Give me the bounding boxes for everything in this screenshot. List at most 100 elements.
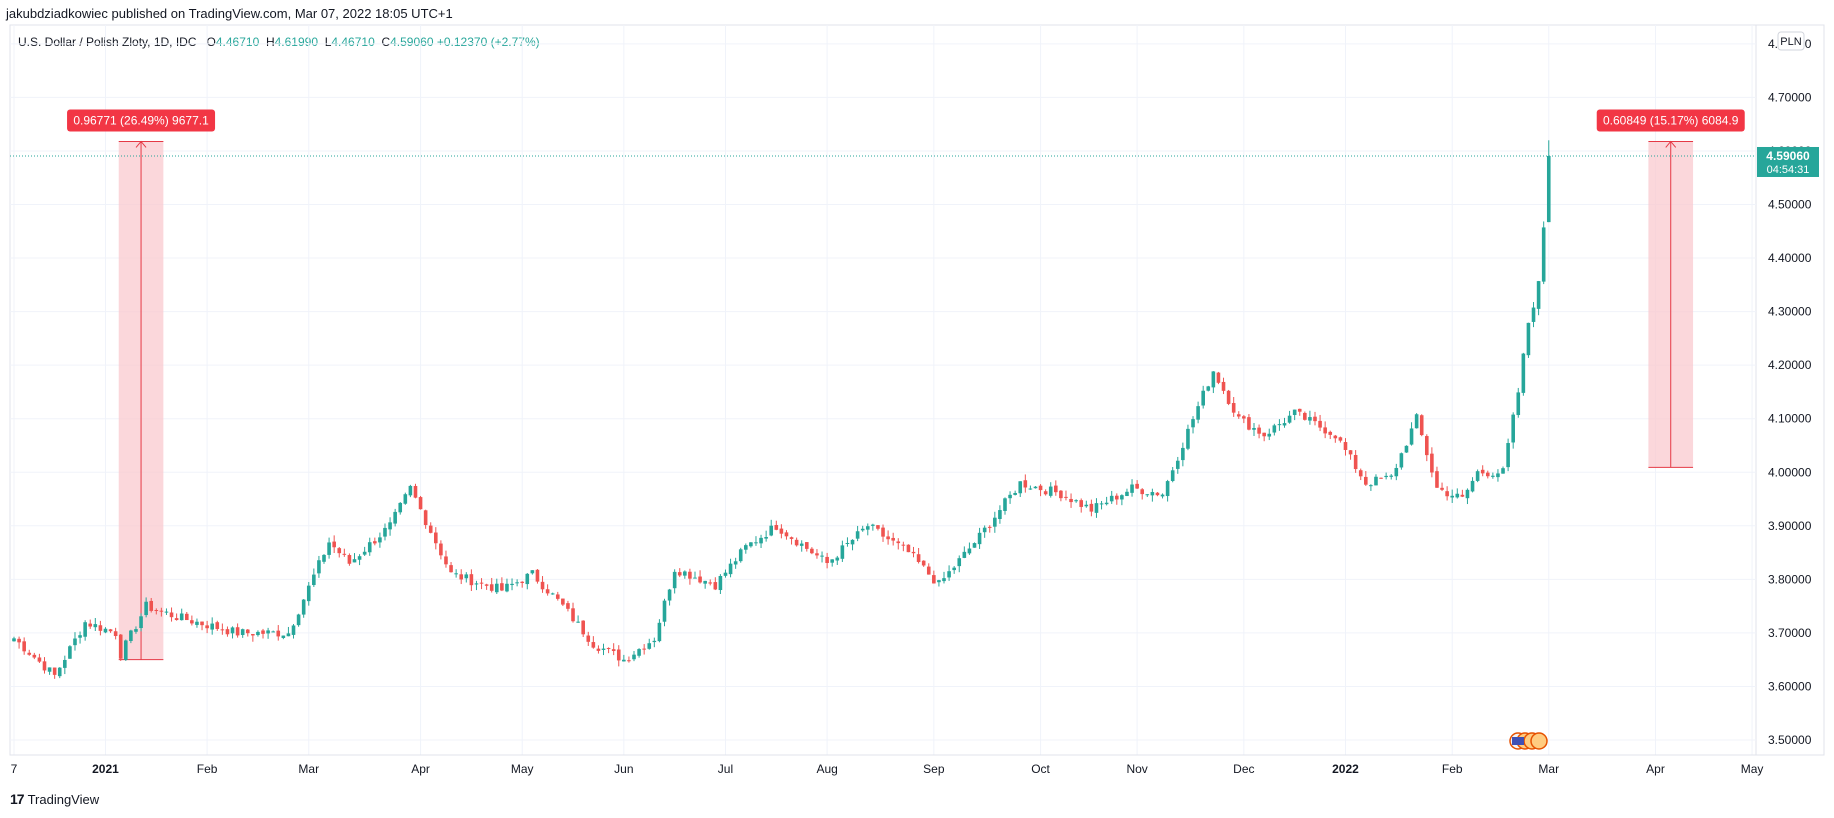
- candle-body: [1201, 390, 1205, 406]
- candle-body: [779, 528, 784, 534]
- candle-body: [1435, 471, 1439, 488]
- candle-body: [657, 622, 662, 642]
- candle-body: [139, 616, 143, 629]
- candle-body: [840, 545, 845, 559]
- candle-body: [744, 545, 748, 550]
- candle-body: [261, 630, 265, 634]
- tradingview-mark-icon: 17: [10, 791, 25, 807]
- candle-body: [622, 659, 626, 662]
- candle-body: [1226, 390, 1231, 404]
- candle-body: [459, 574, 464, 580]
- candle-body: [362, 551, 367, 555]
- candle-body: [576, 621, 580, 623]
- candle-body: [693, 577, 697, 579]
- candle-body: [479, 582, 484, 584]
- candle-body: [1150, 492, 1155, 496]
- candle-body: [32, 654, 37, 658]
- candle-body: [1485, 472, 1490, 477]
- candle-body: [47, 667, 52, 672]
- candle-body: [1242, 416, 1246, 419]
- candle-body: [469, 574, 474, 586]
- candle-body: [494, 583, 499, 593]
- candle-body: [1130, 484, 1134, 493]
- time-tick-label: Feb: [1442, 762, 1463, 776]
- symbol-title: U.S. Dollar / Polish Zloty, 1D, IDC: [18, 35, 197, 49]
- candle-body: [993, 517, 997, 527]
- candle-body: [337, 548, 342, 554]
- price-tick-label: 4.70000: [1768, 90, 1812, 104]
- candle-body: [439, 543, 443, 556]
- candle-body: [1308, 417, 1312, 421]
- economic-events-icon[interactable]: [1509, 732, 1548, 750]
- candle-body: [825, 556, 829, 564]
- candle-body: [698, 576, 702, 583]
- candle-body: [454, 573, 458, 575]
- candle-body: [515, 582, 519, 584]
- candle-body: [184, 613, 189, 621]
- candle-body: [1313, 416, 1317, 422]
- candle-body: [632, 654, 636, 660]
- candle-body: [1084, 504, 1089, 507]
- candle-body: [12, 638, 16, 642]
- time-axis: 7 2021 Feb Mar Apr May Jun Jul Aug Sep Oct Nov Dec 20…: [10, 754, 1824, 776]
- candle-body: [378, 537, 382, 543]
- candle-body: [591, 642, 596, 648]
- candle-body: [596, 648, 601, 651]
- candle-body: [723, 572, 728, 576]
- candle-body: [301, 599, 306, 615]
- candle-body: [1450, 495, 1455, 498]
- price-tick-label: 4.20000: [1768, 358, 1812, 372]
- candle-body: [1348, 450, 1353, 455]
- candle-body: [118, 634, 123, 659]
- time-tick-label: 2022: [1332, 762, 1359, 776]
- candle-body: [210, 623, 214, 630]
- candle-body: [1445, 491, 1449, 497]
- candle-body: [1338, 437, 1343, 441]
- candle-body: [1399, 453, 1404, 468]
- candle-body: [1272, 425, 1277, 433]
- price-range-measure[interactable]: 0.96771 (26.49%) 9677.1: [67, 109, 216, 661]
- candle-body: [845, 542, 850, 544]
- candle-body: [901, 544, 906, 546]
- candle-body: [286, 633, 291, 637]
- time-tick-label: Apr: [1646, 762, 1665, 776]
- candle-body: [1282, 423, 1287, 426]
- measure-arrow-head: [135, 140, 147, 148]
- candle-body: [1277, 424, 1282, 426]
- candle-body: [179, 613, 184, 621]
- candle-body: [1465, 489, 1470, 499]
- candle-body: [820, 555, 824, 557]
- price-chart[interactable]: 0.96771 (26.49%) 9677.1 0.60849 (15.17%) …: [0, 0, 1834, 785]
- candle-body: [1079, 500, 1084, 507]
- symbol-legend: U.S. Dollar / Polish Zloty, 1D, IDC O4.4…: [18, 35, 540, 49]
- change-value: +0.12370 (+2.77%): [436, 35, 540, 49]
- candle-body: [251, 634, 255, 636]
- candle-body: [88, 623, 93, 627]
- price-range-measure[interactable]: 0.60849 (15.17%) 6084.9: [1596, 109, 1745, 468]
- candle-body: [1394, 467, 1399, 477]
- candle-body: [1059, 490, 1063, 499]
- candle-body: [1455, 493, 1460, 498]
- candle-body: [73, 638, 77, 646]
- candle-body: [672, 571, 677, 589]
- candle-body: [403, 494, 408, 504]
- tradingview-logo[interactable]: 17 TradingView: [10, 791, 99, 807]
- candle-body: [281, 635, 286, 638]
- candle-body: [312, 574, 316, 586]
- candle-body: [789, 537, 794, 539]
- candle-body: [967, 548, 972, 554]
- candle-body: [68, 646, 72, 659]
- candle-body: [932, 575, 936, 584]
- candle-body: [256, 631, 260, 636]
- candle-body: [835, 557, 840, 561]
- candle-body: [393, 511, 397, 524]
- currency-badge[interactable]: PLN: [1777, 31, 1805, 51]
- chart-frame: [9, 24, 1825, 756]
- candle-body: [1074, 500, 1078, 502]
- candle-body: [728, 563, 733, 575]
- candle-body: [769, 525, 774, 536]
- us-flag-icon: [1512, 737, 1524, 745]
- candle-body: [27, 652, 32, 655]
- candle-body: [1531, 307, 1536, 322]
- candle-body: [1206, 386, 1211, 391]
